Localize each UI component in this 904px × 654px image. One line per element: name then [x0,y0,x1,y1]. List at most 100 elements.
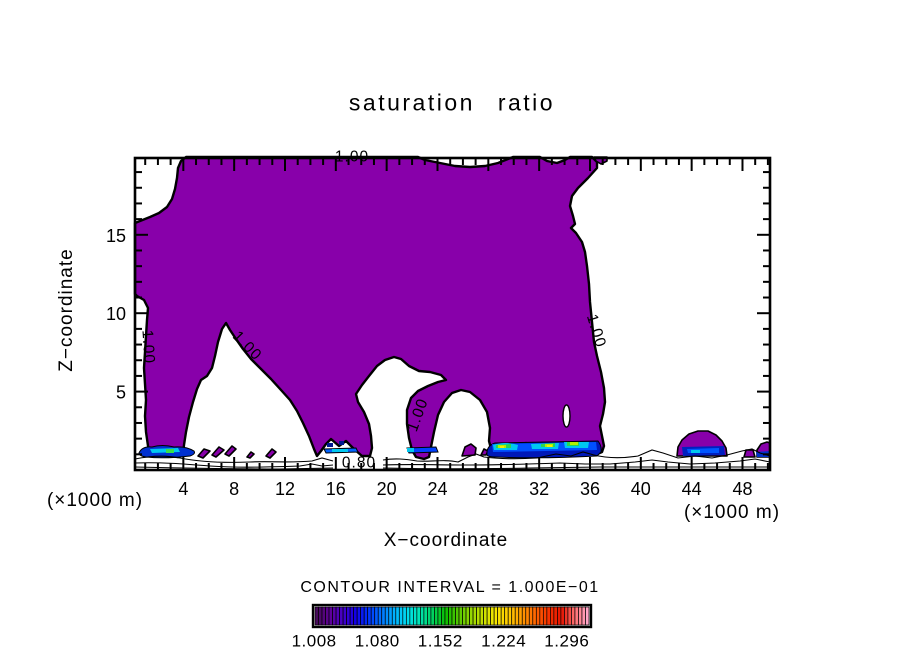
colorbar-stripe [367,606,372,626]
colorbar-stripe [532,606,537,626]
colorbar-stripe [314,606,319,626]
colorbar-label: 1.224 [481,632,526,651]
colorbar-stripe [511,606,516,626]
colorbar-stripe [391,606,397,626]
colorbar-stripe [483,606,488,626]
x-tick-label: 20 [377,479,397,499]
colorbar-stripe [486,606,491,626]
colorbar-stripe [405,606,411,626]
contour-label-1: 1.00 [138,329,157,364]
z-tick-label: 5 [116,383,126,403]
colorbar-border [311,603,593,629]
x-tick-label: 24 [427,479,447,499]
colorbar-label: 1.296 [544,632,589,651]
colorbar-stripe [395,606,400,626]
colorbar-stripe [332,606,337,626]
x-tick-label: 32 [529,479,549,499]
x-tick-label: 16 [326,479,346,499]
colorbar-stripe [542,606,548,626]
colorbar-stripe [356,606,362,626]
colorbar-stripe [413,606,418,626]
surface-contour-line-0 [134,455,334,463]
x-tick-label: 48 [732,479,752,499]
contour-region-main [133,155,607,461]
colorbar-stripe [476,606,481,626]
streak-clump-dot2 [339,441,344,445]
surface-contour-line-1 [382,448,771,463]
z-axis-title: Z−coordinate [56,248,77,372]
contour-interval-caption: CONTOUR INTERVAL = 1.000E−01 [300,579,600,596]
x-tick-label: 36 [580,479,600,499]
x-axis-units-left: (×1000 m) [46,490,144,511]
colorbar-stripe [528,606,534,626]
colorbar-stripe [370,606,376,626]
colorbar-stripe [514,606,520,626]
colorbar-stripe [360,606,365,626]
z-tick-label: 10 [106,304,126,324]
colorbar-stripe [398,606,404,626]
colorbar-stripe [472,606,477,626]
streak-clump-dot1 [327,443,333,447]
colorbar-stripe [427,606,432,626]
contour-blob-4 [246,451,255,459]
colorbar-stripe [581,606,586,626]
x-tick-label: 4 [178,479,188,499]
colorbar-stripe [328,606,333,626]
colorbar-stripe [500,606,506,626]
colorbar-stripe [388,606,393,626]
x-tick-label: 44 [682,479,702,499]
colorbar-stripe [490,606,495,626]
colorbar-stripe [493,606,499,626]
colorbar-stripe [384,606,390,626]
colorbar-stripe [504,606,509,626]
colorbar-stripe [325,606,330,626]
colorbar-stripe [585,606,590,626]
streak-left-green [166,449,174,453]
x-tick-label: 40 [631,479,651,499]
streak-big-ygreen3 [570,442,578,445]
streak-bump-cyan [691,450,700,453]
colorbar-stripe [497,606,502,626]
colorbar-stripe [441,606,446,626]
contour-blob-3 [224,445,237,457]
z-tick-label: 15 [106,226,126,246]
colorbar-stripe [462,606,467,626]
colorbar-stripe [564,606,569,626]
colorbar-stripe [479,606,484,626]
colorbar-stripe [377,606,383,626]
colorbar-stripe [346,606,351,626]
colorbar-stripe [353,606,358,626]
colorbar-stripe [402,606,407,626]
surface-contour-line-5 [382,466,770,470]
colorbar-stripe [430,606,435,626]
colorbar-stripe [578,606,583,626]
colorbar-label: 1.080 [355,632,400,651]
colorbar-stripe [342,606,347,626]
streak-stem-cyan [407,448,414,452]
contour-blob-2 [211,446,225,458]
colorbar-stripe [574,606,579,626]
colorbar-stripe [521,606,527,626]
colorbar-stripe [571,606,576,626]
x-tick-label: 28 [478,479,498,499]
colorbar-stripe [518,606,523,626]
colorbar-stripe [339,606,344,626]
colorbar-stripe [420,606,425,626]
colorbar-stripe [321,606,326,626]
colorbar-stripe [507,606,513,626]
colorbar-stripe [423,606,428,626]
page-title: saturation ratio [348,89,556,116]
colorbar-stripe [458,606,463,626]
colorbar-stripe [349,606,354,626]
contour-label-0: 1.00 [335,149,369,166]
colorbar-stripe [335,606,340,626]
colorbar-stripe [539,606,544,626]
contour-blob-9 [743,449,756,458]
colorbar-stripe [546,606,551,626]
colorbar-stripe [363,606,369,626]
x-tick-label: 12 [275,479,295,499]
x-axis-title: X−coordinate [383,530,509,551]
colorbar-stripe [409,606,414,626]
